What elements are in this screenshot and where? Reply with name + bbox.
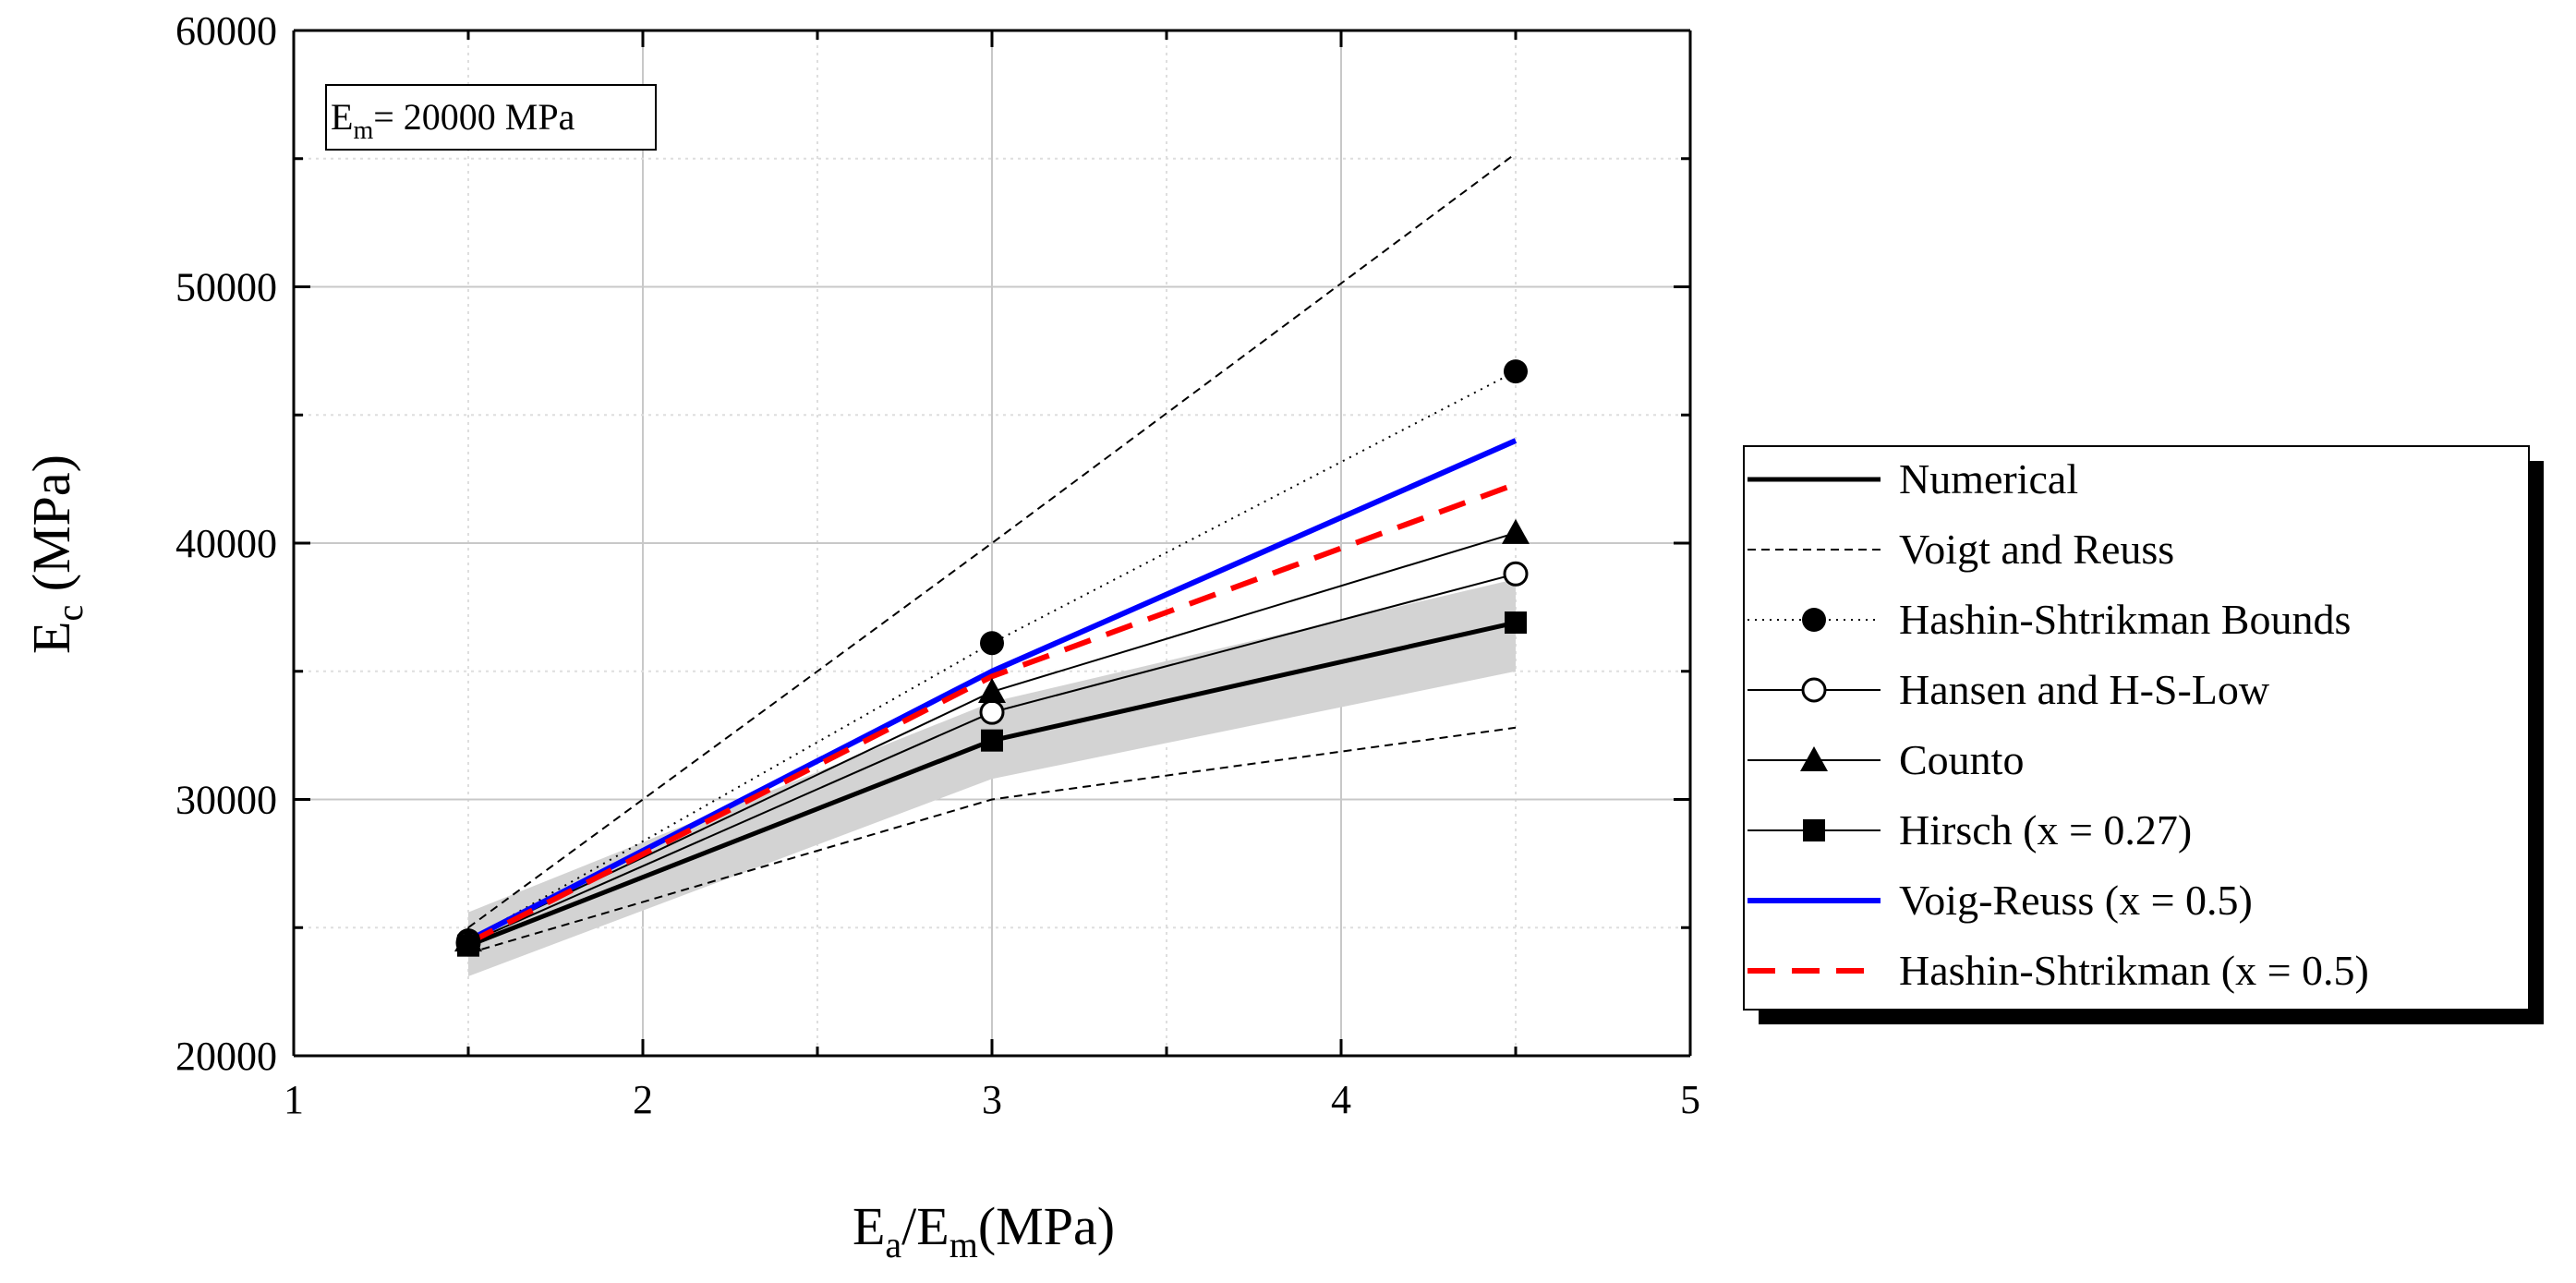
x-axis-title-mid: /E — [901, 1196, 949, 1256]
data-point-6-1 — [981, 729, 1003, 752]
legend-label: Hirsch (x = 0.27) — [1899, 806, 2192, 853]
series-line-8 — [466, 481, 1518, 946]
y-tick-label: 20000 — [175, 1034, 277, 1079]
data-point-4-1 — [979, 699, 1005, 725]
x-axis-title-main: E — [853, 1196, 885, 1256]
y-axis-title-main: E — [21, 622, 81, 654]
legend-label: Voig-Reuss (x = 0.5) — [1899, 877, 2253, 924]
x-tick-label: 1 — [284, 1077, 304, 1122]
legend-marker — [1801, 677, 1827, 703]
data-point-5-1 — [978, 677, 1006, 703]
legend-item: Hashin-Shtrikman Bounds — [1748, 596, 2351, 643]
y-tick-label: 40000 — [175, 521, 277, 566]
annotation-box: Em= 20000 MPa — [325, 84, 657, 151]
legend-item: Voigt and Reuss — [1748, 526, 2174, 573]
annotation-prefix: E — [331, 96, 353, 138]
legend-label: Hashin-Shtrikman (x = 0.5) — [1899, 947, 2369, 994]
legend-label: Numerical — [1899, 455, 2078, 502]
annotation-suffix: = 20000 MPa — [373, 96, 574, 138]
data-point-3-1 — [980, 631, 1004, 656]
series-line-1 — [467, 152, 1517, 929]
x-tick-label: 2 — [633, 1077, 653, 1122]
y-axis-title-tail: (MPa) — [21, 454, 81, 605]
band-layer — [468, 578, 1516, 976]
y-tick-label: 60000 — [175, 8, 277, 54]
y-tick-label: 30000 — [175, 778, 277, 823]
data-point-3-2 — [1504, 359, 1528, 384]
x-tick-label: 3 — [982, 1077, 1002, 1122]
x-axis-title-sub1: a — [885, 1224, 901, 1265]
legend-marker — [1800, 746, 1828, 771]
legend-item: Hirsch (x = 0.27) — [1748, 806, 2192, 853]
axes-layer: 1 2 3 4 5 20000 30000 40000 50000 60000 — [175, 8, 1700, 1122]
series-line-7 — [466, 438, 1518, 943]
x-axis-title-sub2: m — [949, 1224, 978, 1265]
legend-marker — [1803, 819, 1825, 841]
data-point-4-2 — [1503, 561, 1529, 587]
series-line-2 — [467, 726, 1517, 954]
legend-label: Hansen and H-S-Low — [1899, 666, 2270, 713]
legend-label: Hashin-Shtrikman Bounds — [1899, 596, 2351, 643]
legend-label: Counto — [1899, 736, 2024, 783]
series-layer — [454, 152, 1530, 957]
legend-label: Voigt and Reuss — [1899, 526, 2174, 573]
series-line-3 — [467, 370, 1517, 941]
annotation-frame — [325, 84, 657, 151]
legend-item: Hashin-Shtrikman (x = 0.5) — [1748, 947, 2369, 994]
data-point-6-0 — [457, 934, 479, 957]
data-point-6-2 — [1505, 611, 1527, 635]
data-point-5-2 — [1502, 518, 1530, 544]
y-axis-title-sub: c — [49, 605, 91, 622]
legend-marker — [1802, 608, 1826, 632]
x-tick-label: 5 — [1680, 1077, 1700, 1122]
legend-item: Counto — [1748, 736, 2024, 783]
numerical-range-band — [468, 578, 1516, 976]
x-tick-label: 4 — [1331, 1077, 1351, 1122]
annotation-sub: m — [353, 116, 373, 145]
legend: Numerical Voigt and Reuss Hashin-Shtrikman… — [1743, 445, 2544, 1024]
legend-item: Hansen and H-S-Low — [1748, 666, 2270, 713]
y-tick-label: 50000 — [175, 265, 277, 310]
legend-item: Numerical — [1748, 455, 2078, 502]
y-axis-title: Ec (MPa) — [21, 454, 91, 654]
legend-item: Voig-Reuss (x = 0.5) — [1748, 877, 2253, 924]
x-axis-title: Ea/Em(MPa) — [853, 1196, 1115, 1265]
annotation-text: Em= 20000 MPa — [331, 96, 575, 145]
legend-frame — [1743, 445, 2530, 1011]
x-axis-title-tail: (MPa) — [978, 1196, 1115, 1256]
